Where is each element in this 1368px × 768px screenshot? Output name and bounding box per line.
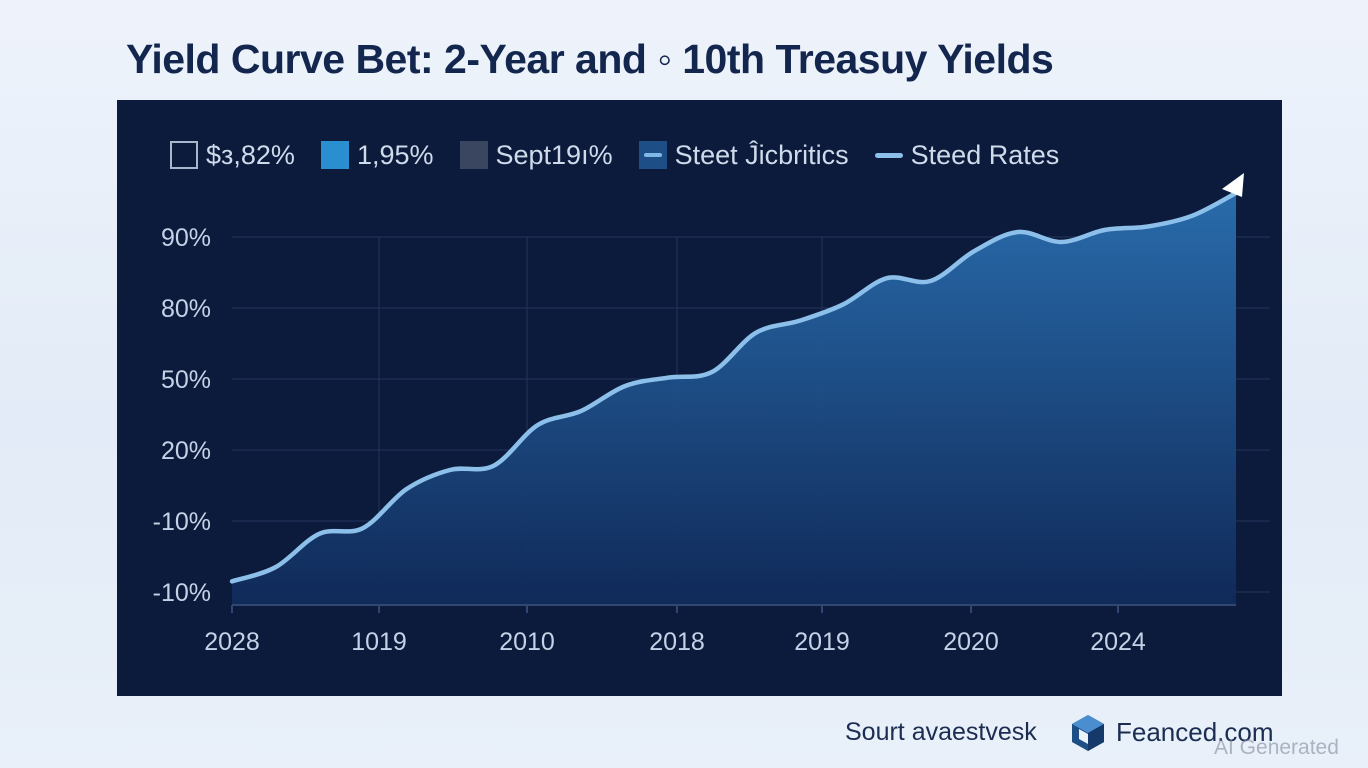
data-point-19 <box>1059 240 1063 244</box>
data-point-8 <box>579 409 583 413</box>
legend-label-1: $з,82% <box>206 139 295 170</box>
legend-item-4: Steet Ĵicbritics <box>638 139 849 171</box>
x-tick-label-5: 2020 <box>943 628 999 656</box>
legend-item-1: $з,82% <box>170 140 295 171</box>
chart-title: Yield Curve Bet: 2-Year and ◦ 10th Treas… <box>126 36 1054 82</box>
data-point-11 <box>710 370 714 374</box>
data-point-20 <box>1103 228 1107 232</box>
x-tick-label-4: 2019 <box>794 628 850 656</box>
y-tick-label-2: 50% <box>161 366 211 394</box>
y-tick-label-4: -10% <box>153 508 211 536</box>
data-point-1 <box>274 565 278 569</box>
data-point-4 <box>405 487 409 491</box>
data-point-13 <box>797 319 801 323</box>
data-point-7 <box>536 423 540 427</box>
brand-cube-icon <box>1072 715 1104 751</box>
data-point-2 <box>317 532 321 536</box>
x-tick-label-3: 2018 <box>649 628 705 656</box>
legend-swatch-gray-icon <box>459 141 488 169</box>
legend-item-3: Sept19ı% <box>459 139 613 171</box>
data-point-16 <box>928 279 932 283</box>
data-point-3 <box>361 526 365 530</box>
legend-label-5: Steed Rates <box>910 139 1060 170</box>
legend-swatch-linebox-icon <box>638 141 667 169</box>
legend-label-4: Steet Ĵicbritics <box>674 139 849 170</box>
x-tick-label-0: 2028 <box>204 628 260 656</box>
series-line <box>229 190 1239 584</box>
legend-swatch-cyan-icon <box>320 141 349 169</box>
y-tick-label-5: -10% <box>153 579 211 607</box>
data-point-10 <box>667 376 671 380</box>
legend-label-2: 1,95% <box>356 139 434 170</box>
y-tick-label-3: 20% <box>161 437 211 465</box>
source-text: Sourt avaestvesk <box>845 718 1037 746</box>
legend-item-5: Steed Rates <box>875 140 1060 171</box>
data-point-9 <box>623 384 627 388</box>
data-point-5 <box>448 468 452 472</box>
chart-legend: $з,82% 1,95% Sept19ı% Steet Ĵicbritics S… <box>170 138 1085 172</box>
y-tick-label-1: 80% <box>161 295 211 323</box>
data-point-14 <box>841 302 845 306</box>
data-point-22 <box>1190 214 1194 218</box>
legend-swatch-outline-icon <box>170 141 198 169</box>
x-tick-label-6: 2024 <box>1090 628 1146 656</box>
y-tick-label-0: 90% <box>161 224 211 252</box>
data-point-21 <box>1147 224 1151 228</box>
data-point-12 <box>754 331 758 335</box>
data-point-0 <box>230 579 234 583</box>
data-point-6 <box>492 464 496 468</box>
legend-label-3: Sept19ı% <box>495 139 613 170</box>
x-tick-label-1: 1019 <box>351 628 407 656</box>
legend-item-2: 1,95% <box>320 139 434 171</box>
series-area <box>232 192 1236 606</box>
data-point-17 <box>972 249 976 253</box>
arrow-head-icon <box>1222 172 1244 197</box>
data-point-18 <box>1016 230 1020 234</box>
ai-generated-watermark: AI Generated <box>1214 736 1339 759</box>
site-name: Feanced.com <box>1116 717 1274 747</box>
x-tick-label-2: 2010 <box>499 628 555 656</box>
data-point-15 <box>885 276 889 280</box>
